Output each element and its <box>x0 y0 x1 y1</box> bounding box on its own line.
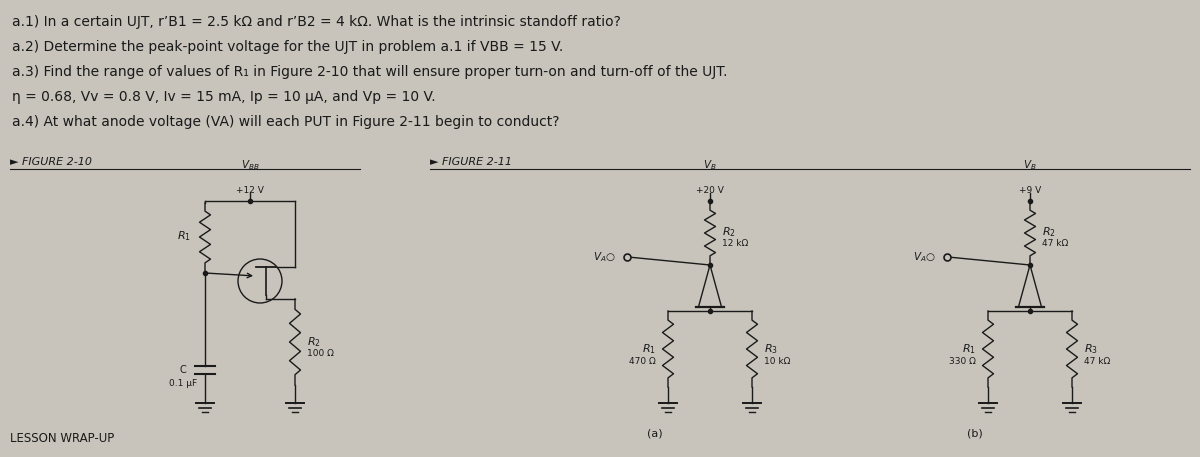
Text: 100 Ω: 100 Ω <box>307 350 334 358</box>
Text: LESSON WRAP-UP: LESSON WRAP-UP <box>10 432 114 445</box>
Text: +9 V: +9 V <box>1019 186 1042 195</box>
Text: a.1) In a certain UJT, r’B1 = 2.5 kΩ and r’B2 = 4 kΩ. What is the intrinsic stan: a.1) In a certain UJT, r’B1 = 2.5 kΩ and… <box>12 15 620 29</box>
Text: C: C <box>180 365 186 375</box>
Text: $V_{BB}$: $V_{BB}$ <box>241 158 259 172</box>
Text: $R_1$: $R_1$ <box>962 342 976 356</box>
Text: a.2) Determine the peak-point voltage for the UJT in problem a.1 if VBB = 15 V.: a.2) Determine the peak-point voltage fo… <box>12 40 563 54</box>
Text: 330 Ω: 330 Ω <box>949 356 976 366</box>
Text: $V_B$: $V_B$ <box>1024 158 1037 172</box>
Text: η = 0.68, Vv = 0.8 V, Iv = 15 mA, Ip = 10 μA, and Vp = 10 V.: η = 0.68, Vv = 0.8 V, Iv = 15 mA, Ip = 1… <box>12 90 436 104</box>
Text: $R_3$: $R_3$ <box>764 342 778 356</box>
Text: a.3) Find the range of values of R₁ in Figure 2-10 that will ensure proper turn-: a.3) Find the range of values of R₁ in F… <box>12 65 727 79</box>
Text: $R_2$: $R_2$ <box>722 225 736 239</box>
Text: $R_2$: $R_2$ <box>1042 225 1056 239</box>
Text: $R_3$: $R_3$ <box>1084 342 1098 356</box>
Text: 12 kΩ: 12 kΩ <box>722 239 749 249</box>
Text: $R_1$: $R_1$ <box>642 342 656 356</box>
Text: ► FIGURE 2-10: ► FIGURE 2-10 <box>10 157 92 167</box>
Text: ► FIGURE 2-11: ► FIGURE 2-11 <box>430 157 512 167</box>
Text: 47 kΩ: 47 kΩ <box>1042 239 1068 249</box>
Text: 47 kΩ: 47 kΩ <box>1084 356 1110 366</box>
Text: a.4) At what anode voltage (VA) will each PUT in Figure 2-11 begin to conduct?: a.4) At what anode voltage (VA) will eac… <box>12 115 559 129</box>
Text: +20 V: +20 V <box>696 186 724 195</box>
Text: +12 V: +12 V <box>236 186 264 195</box>
Text: 470 Ω: 470 Ω <box>629 356 656 366</box>
Text: $V_A$○: $V_A$○ <box>593 250 616 264</box>
Text: (a): (a) <box>647 429 662 439</box>
Text: $V_B$: $V_B$ <box>703 158 716 172</box>
Text: (b): (b) <box>967 429 983 439</box>
Text: 0.1 μF: 0.1 μF <box>169 378 197 388</box>
Text: $R_1$: $R_1$ <box>178 229 191 243</box>
Text: $R_2$: $R_2$ <box>307 335 320 349</box>
Text: 10 kΩ: 10 kΩ <box>764 356 791 366</box>
Text: $V_A$○: $V_A$○ <box>913 250 936 264</box>
